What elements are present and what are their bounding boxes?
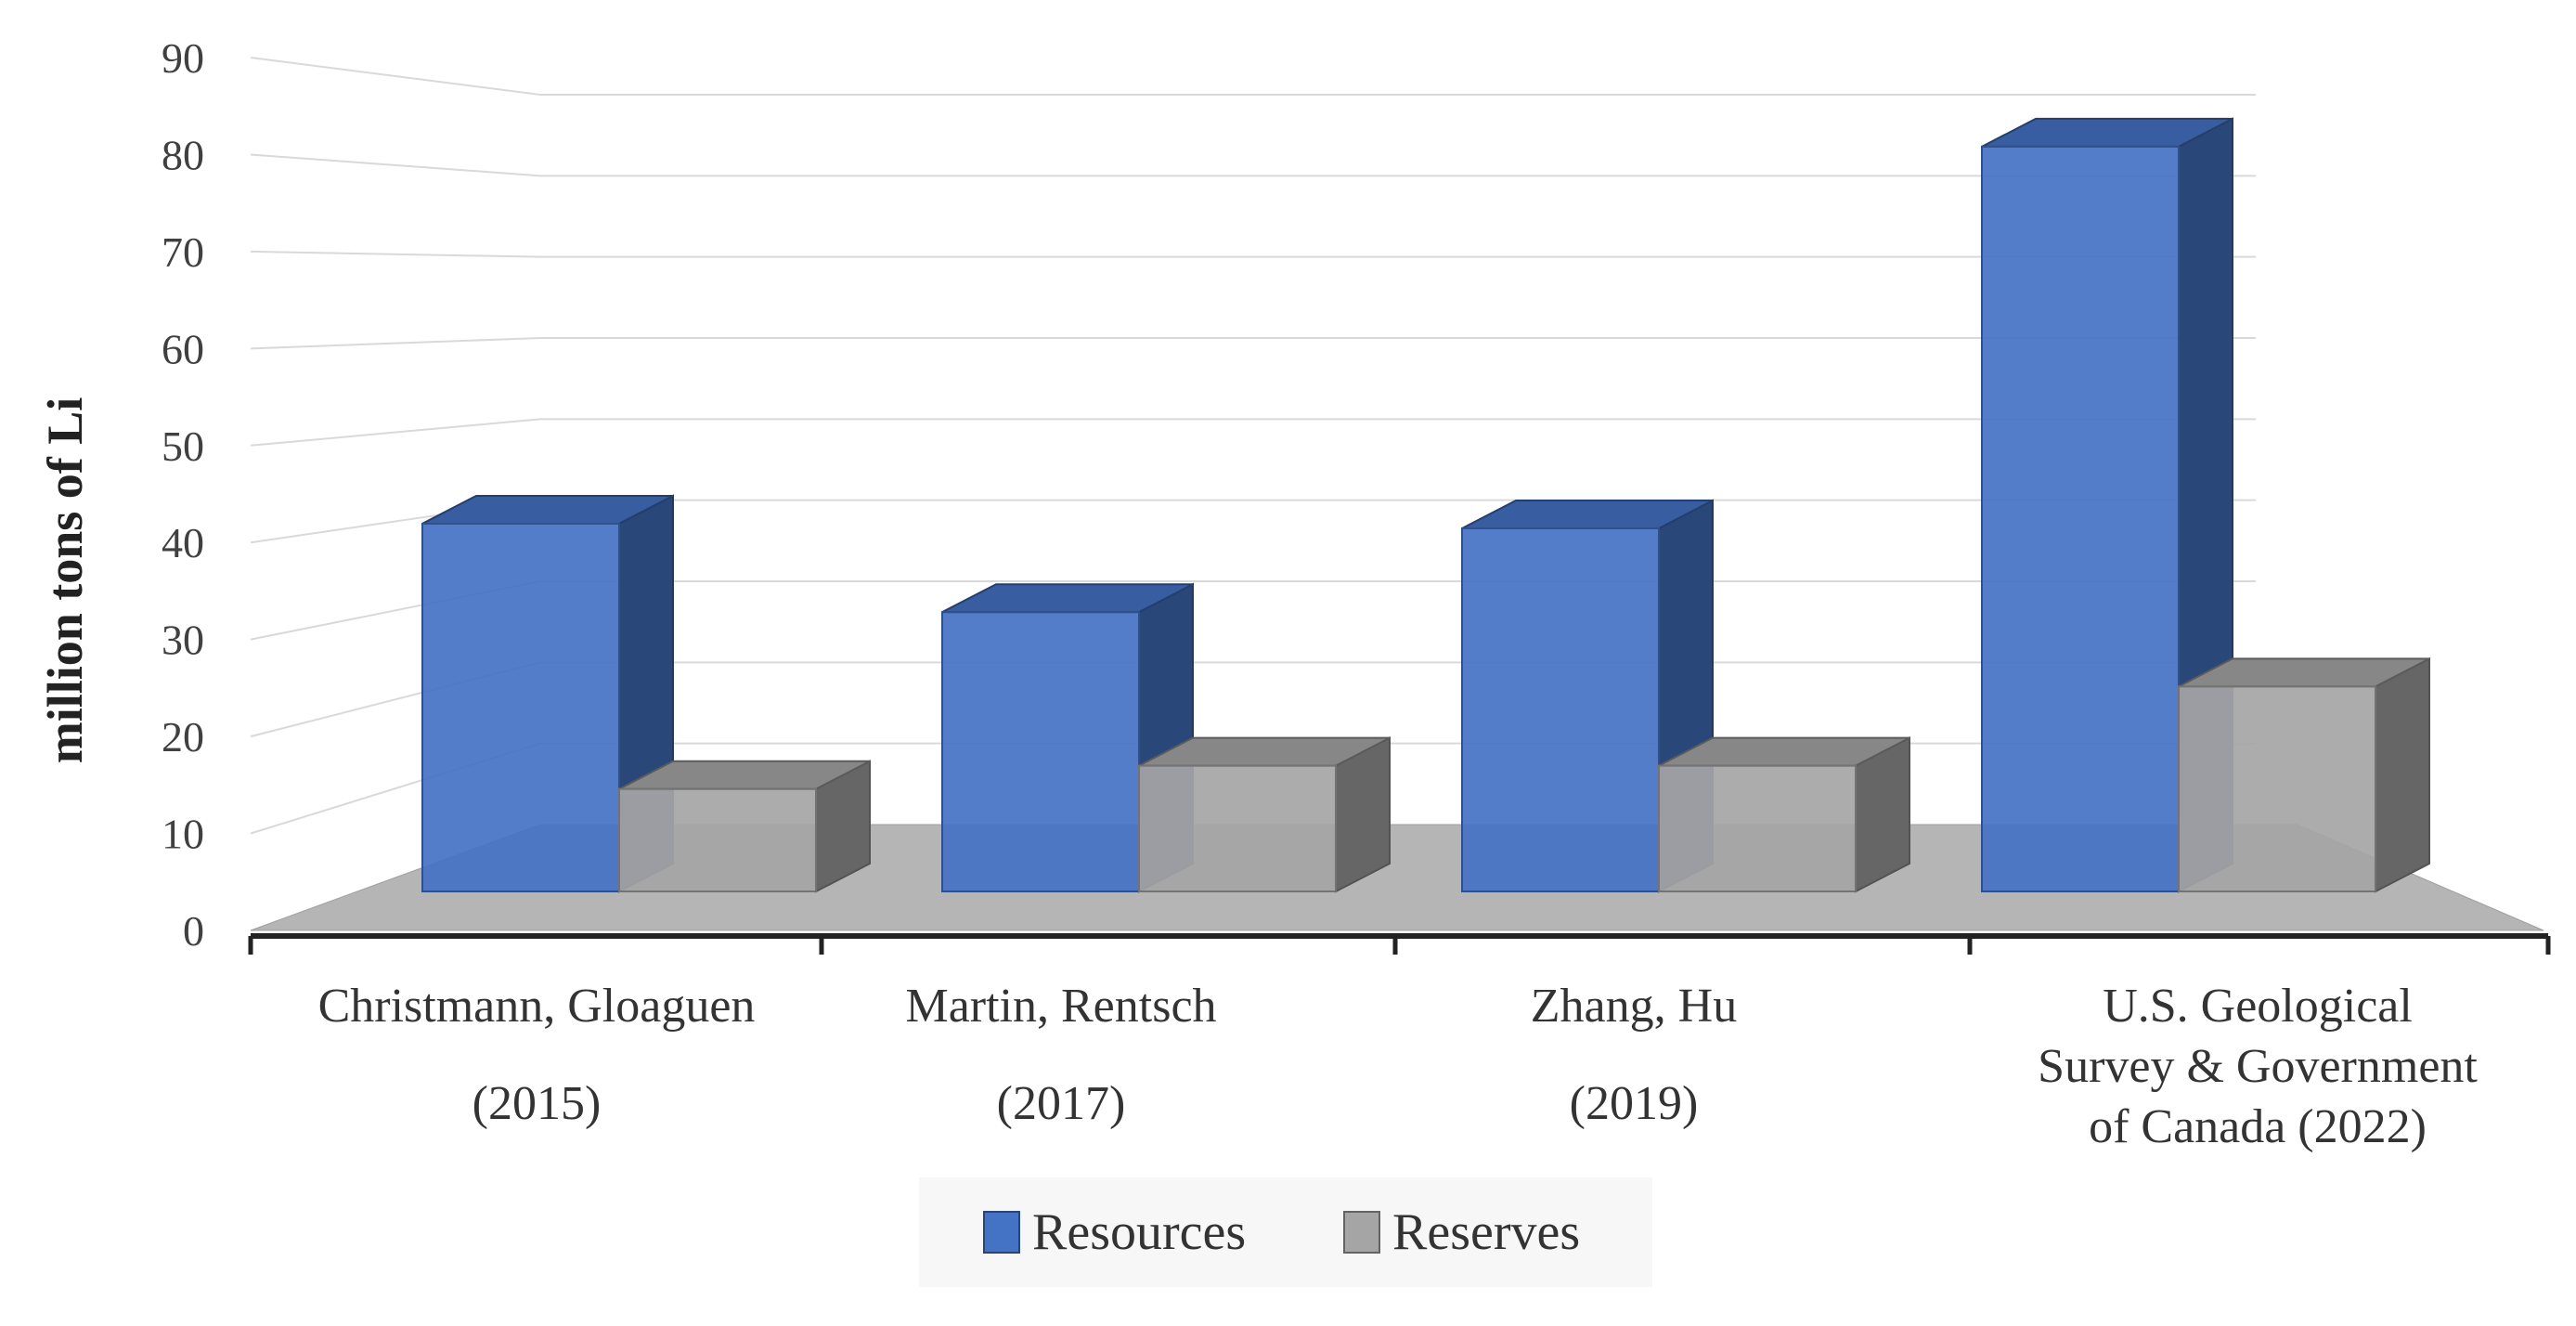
y-axis-ticks: 0 10 20 30 40 50 60 70 80 90	[162, 34, 204, 955]
legend-background	[919, 1177, 1652, 1287]
legend-label: Resources	[1032, 1203, 1246, 1261]
bar-reserves	[1658, 735, 1910, 893]
y-tick-label: 40	[162, 519, 204, 566]
bar-reserves	[2178, 656, 2430, 893]
bar-reserves-front	[2178, 685, 2376, 892]
y-tick-label: 70	[162, 228, 204, 276]
bars	[421, 117, 2430, 893]
y-tick-label: 50	[162, 422, 204, 470]
bar-reserves-front	[1138, 764, 1337, 893]
y-tick-label: 0	[183, 907, 204, 955]
y-axis-label: million tons of Li	[37, 397, 93, 764]
y-tick-label: 10	[162, 811, 204, 858]
y-tick-label: 90	[162, 34, 204, 82]
legend-swatch	[1343, 1211, 1380, 1254]
bar-reserves-front	[1658, 764, 1857, 893]
gridline-diagonal	[250, 337, 541, 350]
bar-resources-front	[941, 611, 1140, 892]
category-label-line: Survey & Government	[2038, 1040, 2478, 1093]
bar-reserves	[1138, 735, 1391, 893]
bar-reserves-front	[618, 787, 817, 892]
bar-resources-front	[421, 522, 620, 892]
gridline-diagonal	[250, 57, 541, 96]
y-tick-label: 80	[162, 131, 204, 178]
legend-swatch	[983, 1211, 1020, 1254]
y-tick-label: 60	[162, 325, 204, 372]
category-label: Christmann, Gloaguen (2015)	[318, 980, 756, 1130]
category-label-line: Martin, Rentsch	[905, 980, 1216, 1033]
gridline-diagonal	[250, 418, 541, 447]
category-label: U.S. Geological Survey & Government of Can…	[2038, 980, 2478, 1153]
bar-resources	[941, 582, 1194, 893]
category-label-line: Christmann, Gloaguen	[318, 980, 756, 1033]
gridline-diagonal	[250, 153, 541, 177]
category-label-line: of Canada (2022)	[2089, 1100, 2427, 1153]
bar-reserves-side	[2375, 656, 2430, 893]
gridline-diagonal	[250, 250, 541, 258]
category-label: Zhang, Hu (2019)	[1531, 980, 1737, 1130]
x-axis	[248, 933, 2551, 955]
category-label-line: Zhang, Hu	[1531, 980, 1737, 1033]
bar-resources-front	[1461, 526, 1660, 893]
legend-label: Reserves	[1392, 1203, 1580, 1261]
bar-resources-front	[1981, 145, 2180, 893]
category-label-line: U.S. Geological	[2103, 980, 2413, 1033]
category-label: Martin, Rentsch (2017)	[905, 980, 1216, 1130]
y-tick-label: 20	[162, 713, 204, 760]
bar-resources	[1981, 117, 2233, 893]
category-label-line: (2019)	[1570, 1077, 1699, 1130]
category-labels: Christmann, Gloaguen (2015) Martin, Rentsc…	[318, 980, 2479, 1153]
bar-reserves	[618, 760, 871, 893]
gridlines	[250, 57, 2256, 835]
category-label-line: (2015)	[472, 1077, 602, 1130]
y-tick-label: 30	[162, 617, 204, 664]
legend: Resources Reserves	[919, 1177, 1652, 1287]
category-label-line: (2017)	[997, 1077, 1126, 1130]
